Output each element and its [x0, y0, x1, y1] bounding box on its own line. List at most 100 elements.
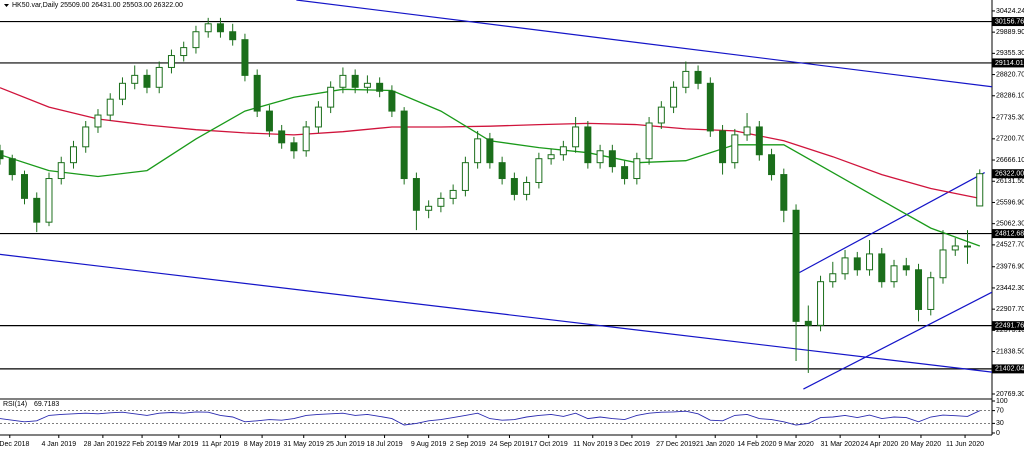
candle-body [951, 245, 959, 251]
x-tick-label: 31 May 2019 [283, 441, 324, 448]
candle-body [143, 74, 151, 88]
candle-body [229, 31, 237, 41]
candle-body [523, 181, 531, 195]
candle-body [731, 134, 739, 164]
candle-body [817, 281, 825, 326]
candle-body [155, 66, 163, 88]
level-label: 29114.01 [995, 60, 1024, 67]
candle-body [241, 39, 249, 76]
y-tick-label: 22907.70 [996, 306, 1024, 313]
candle-body [780, 174, 788, 211]
candle-body [964, 245, 972, 248]
candle-body [596, 150, 604, 164]
candle-body [841, 257, 849, 275]
candle-body [388, 90, 396, 112]
candle-body [33, 197, 41, 223]
x-tick-label: 19 Mar 2019 [159, 441, 198, 448]
candle-body [265, 110, 273, 132]
y-tick-label: 29889.90 [996, 29, 1024, 36]
candle-body [829, 273, 837, 283]
rsi-label: RSI(14) [3, 401, 27, 408]
candle-body [314, 106, 322, 128]
candle-body [82, 126, 90, 148]
candle-body [755, 126, 763, 156]
level-label: 22491.76 [995, 322, 1024, 329]
last-price-label: 26322.00 [995, 171, 1024, 178]
x-tick-label: 20 May 2020 [901, 441, 942, 448]
y-tick-label: 30424.24 [996, 8, 1024, 15]
candle-body [474, 138, 482, 164]
x-tick-label: 31 Mar 2020 [820, 441, 859, 448]
y-tick-label: 23976.90 [996, 264, 1024, 271]
y-tick-label: 21838.50 [996, 348, 1024, 355]
candle-body [339, 74, 347, 88]
candle-body [939, 249, 947, 279]
x-tick-label: 24 Sep 2019 [490, 441, 530, 448]
rsi-tick-label: 70 [996, 407, 1004, 414]
candle-body [327, 86, 335, 108]
moving-average [0, 87, 980, 200]
y-tick-label: 25596.90 [996, 199, 1024, 206]
level-label: 30156.76 [995, 18, 1024, 25]
y-tick-label: 23442.30 [996, 285, 1024, 292]
x-tick-label: 3 Dec 2019 [614, 441, 650, 448]
candle-body [645, 122, 653, 160]
level-label-box [992, 17, 1024, 27]
rsi-tick-label: 0 [996, 430, 1000, 437]
x-tick-label: 14 Feb 2020 [737, 441, 776, 448]
candle-body [302, 126, 310, 152]
candle-body [694, 70, 702, 84]
x-tick-label: 25 Jun 2019 [326, 441, 365, 448]
trendline [803, 291, 992, 390]
candle-body [131, 74, 139, 84]
candle-body [559, 146, 567, 156]
candle-body [94, 114, 102, 128]
candle-body [118, 82, 126, 100]
x-tick-label: 28 Jan 2019 [84, 441, 123, 448]
level-label-box [992, 321, 1024, 331]
x-tick-label: 24 Apr 2020 [860, 441, 898, 448]
x-tick-label: 11 Apr 2019 [202, 441, 239, 448]
y-tick-label: 25062.30 [996, 221, 1024, 228]
candle-body [376, 82, 384, 92]
x-tick-label: 4 Jan 2019 [41, 441, 76, 448]
candle-body [890, 265, 898, 283]
candle-body [412, 178, 420, 211]
y-tick-label: 29355.30 [996, 50, 1024, 57]
x-tick-label: 11 Jun 2020 [946, 441, 984, 448]
candle-body [633, 158, 641, 180]
price-panel [0, 0, 992, 390]
x-tick-label: 21 Jan 2020 [696, 441, 735, 448]
x-tick-label: 9 Mar 2020 [778, 441, 814, 448]
candle-body [449, 189, 457, 199]
y-tick-label: 26131.50 [996, 178, 1024, 185]
candle-body [706, 82, 714, 132]
x-tick-label: 11 Dec 2018 [0, 441, 29, 448]
candle-body [976, 173, 984, 207]
x-tick-label: 8 May 2019 [244, 441, 281, 448]
level-label: 24812.68 [995, 230, 1024, 237]
candle-body [768, 154, 776, 176]
candle-body [498, 162, 506, 180]
candle-body [670, 86, 678, 108]
y-tick-label: 27200.70 [996, 136, 1024, 143]
candle-body [608, 150, 616, 168]
x-tick-label: 11 Nov 2019 [573, 441, 612, 448]
trendline [296, 0, 992, 88]
candle-body [20, 174, 28, 199]
candle-body [69, 146, 77, 164]
level-label-box [992, 364, 1024, 374]
y-tick-label: 28820.70 [996, 71, 1024, 78]
candle-body [425, 205, 433, 211]
candle-body [510, 178, 518, 195]
rsi-value: 69.7183 [34, 401, 59, 408]
candle-body [853, 257, 861, 271]
candle-body [866, 253, 874, 271]
candle-body [57, 162, 65, 180]
trendline [0, 253, 992, 373]
last-price-box [992, 169, 1024, 179]
candle-body [204, 23, 212, 33]
candle-body [486, 138, 494, 164]
candle-body [657, 106, 665, 124]
